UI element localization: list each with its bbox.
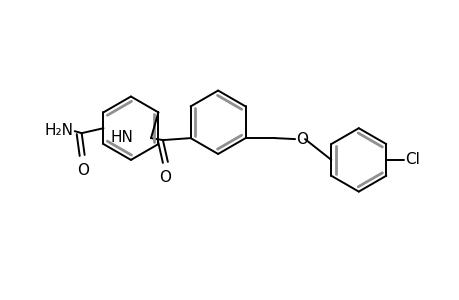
Text: O: O: [296, 132, 308, 147]
Text: Cl: Cl: [404, 152, 419, 167]
Text: H₂N: H₂N: [45, 123, 73, 138]
Text: O: O: [158, 170, 171, 185]
Text: O: O: [77, 163, 89, 178]
Text: HN: HN: [110, 130, 133, 145]
